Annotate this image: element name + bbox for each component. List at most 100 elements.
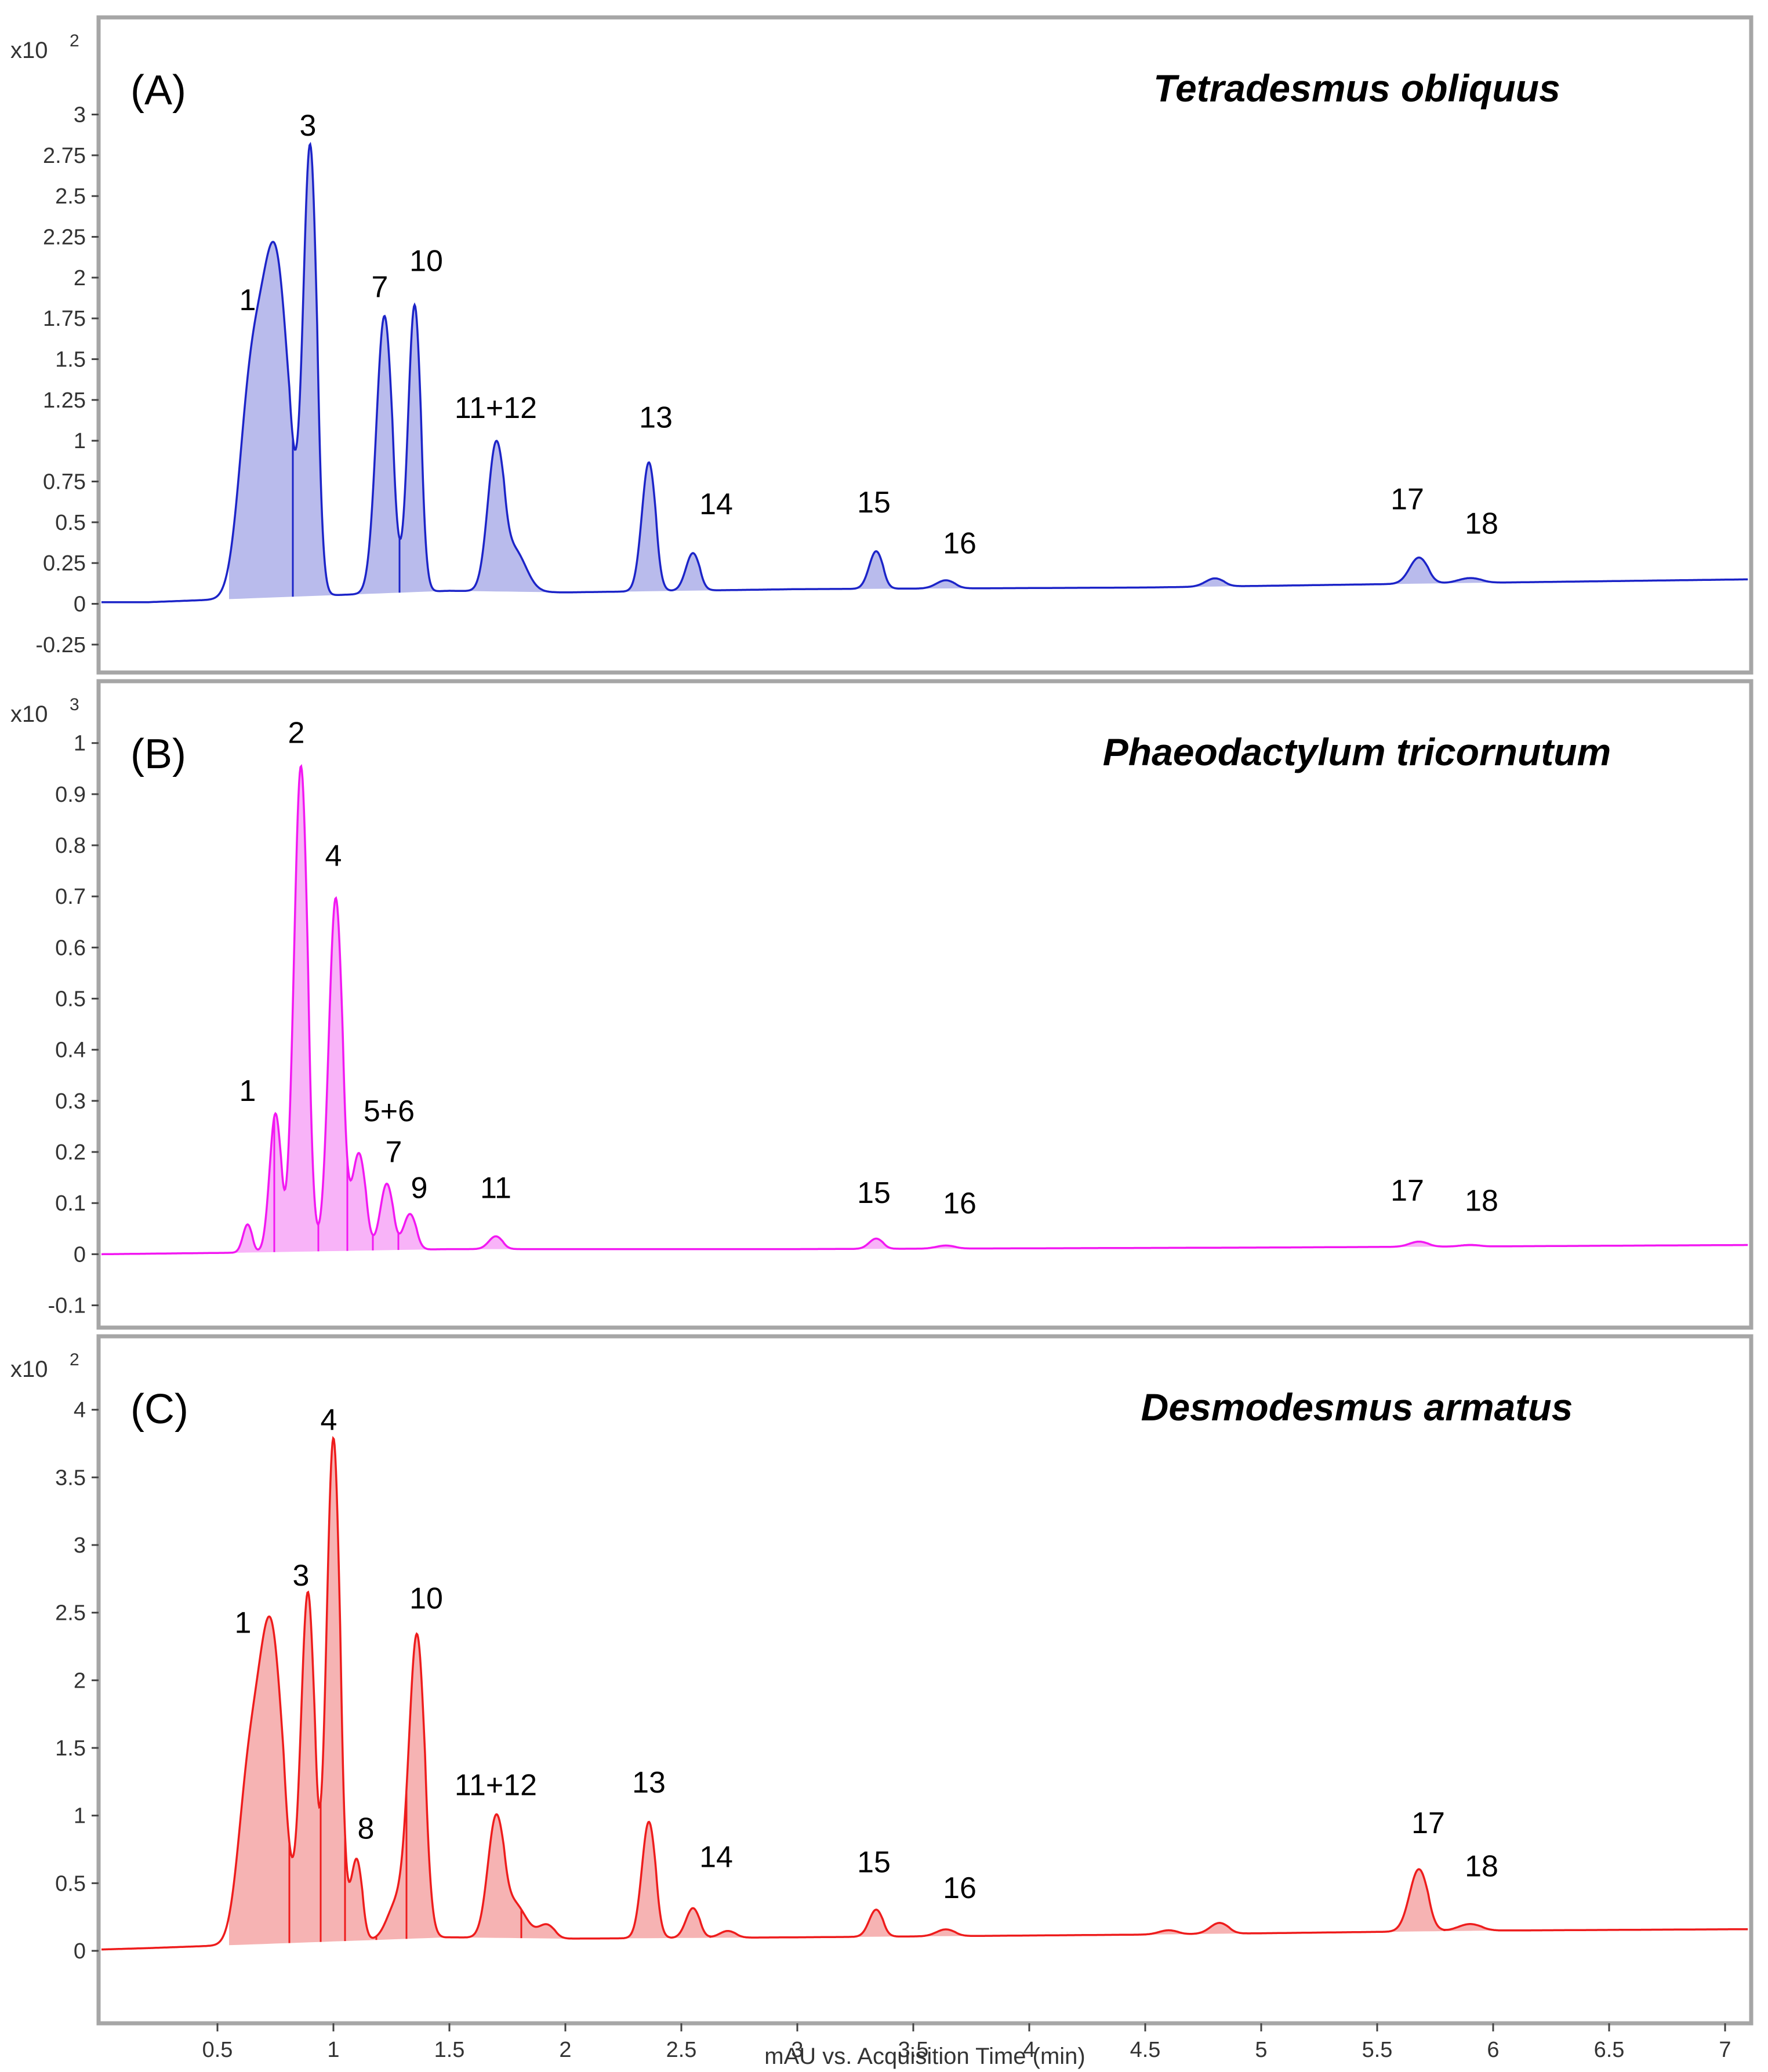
y-multiplier-exponent: 3 bbox=[70, 695, 79, 714]
peak-label: 13 bbox=[632, 1766, 666, 1800]
y-tick-label: 0.75 bbox=[43, 470, 86, 495]
y-tick-label: 3 bbox=[74, 103, 86, 128]
y-tick-label: -0.25 bbox=[35, 633, 86, 657]
y-multiplier-exponent: 2 bbox=[70, 31, 79, 50]
y-tick-label: 1 bbox=[74, 1804, 86, 1829]
y-tick-label: 0.5 bbox=[55, 1871, 86, 1896]
y-tick-label: 0 bbox=[74, 1939, 86, 1964]
x-tick-label: 2 bbox=[559, 2038, 571, 2062]
chromatogram-panel-1: -0.25 0 0.25 0.5 0.75 1 1.25 1.5 1.75 2 2.25 2.5 2.7… bbox=[10, 15, 1754, 675]
peak-label: 13 bbox=[639, 401, 673, 435]
chromatogram-panel-3: 0 0.5 1 1.5 2 2.5 3 3.5 4 x10 2 (C) Desmodesmus arma… bbox=[10, 1334, 1754, 2026]
peak-label: 17 bbox=[1411, 1806, 1445, 1840]
panel-frame bbox=[96, 679, 1754, 1330]
y-tick-label: 0.5 bbox=[55, 511, 86, 535]
chromatogram-trace bbox=[101, 1435, 1748, 1951]
panel-label: (C) bbox=[130, 1386, 188, 1433]
peak-label: 10 bbox=[409, 245, 443, 278]
x-tick-label: 6 bbox=[1487, 2038, 1499, 2062]
chromatogram-panel-2: -0.1 0 0.1 0.2 0.3 0.4 0.5 0.6 0.7 0.8 0.9 1 x10 3 (B)… bbox=[10, 679, 1754, 1330]
y-tick-label: 3 bbox=[74, 1533, 86, 1558]
x-tick-label: 5 bbox=[1255, 2038, 1267, 2062]
x-tick-label: 6.5 bbox=[1594, 2038, 1625, 2062]
peak-label: 8 bbox=[358, 1812, 375, 1845]
peak-label: 11+12 bbox=[455, 391, 537, 425]
peak-label: 14 bbox=[699, 1840, 733, 1874]
panel-label: (A) bbox=[130, 67, 186, 114]
y-multiplier-label: x10 bbox=[10, 38, 48, 63]
y-tick-label: 1.5 bbox=[55, 348, 86, 372]
y-tick-label: 0.2 bbox=[55, 1140, 86, 1165]
x-tick-label: 2.5 bbox=[666, 2038, 697, 2062]
y-tick-label: 1.75 bbox=[43, 307, 86, 331]
peak-label: 1 bbox=[239, 283, 256, 317]
peak-label: 4 bbox=[321, 1404, 337, 1437]
peak-label: 15 bbox=[857, 1846, 891, 1880]
integrated-area bbox=[229, 1439, 1493, 1946]
peak-label: 15 bbox=[857, 1176, 891, 1210]
x-tick-label: 4 bbox=[1023, 2038, 1035, 2062]
y-tick-label: 1 bbox=[74, 732, 86, 756]
x-tick-label: 4.5 bbox=[1130, 2038, 1161, 2062]
chromatogram-trace bbox=[101, 764, 1748, 1256]
peak-label: 4 bbox=[325, 839, 342, 873]
peak-label: 7 bbox=[386, 1136, 402, 1169]
panel-label: (B) bbox=[130, 731, 186, 777]
x-tick-label: 5.5 bbox=[1362, 2038, 1393, 2062]
x-axis: 0.5 1 1.5 2 2.5 3 3.5 4 4.5 5 5.5 6 6.5 7 mAU vs. Acqu… bbox=[202, 2023, 1731, 2069]
x-tick-label: 0.5 bbox=[202, 2038, 233, 2062]
y-tick-label: 2.25 bbox=[43, 226, 86, 250]
peak-label: 11 bbox=[480, 1171, 511, 1205]
y-tick-label: 1.5 bbox=[55, 1736, 86, 1761]
y-tick-label: 2 bbox=[74, 1668, 86, 1693]
y-tick-label: 0.8 bbox=[55, 834, 86, 858]
peak-label: 17 bbox=[1391, 482, 1424, 516]
y-tick-label: 0 bbox=[74, 592, 86, 617]
x-axis-title: mAU vs. Acquisition Time (min) bbox=[764, 2044, 1085, 2069]
peak-label: 1 bbox=[235, 1606, 252, 1640]
y-tick-label: 0.1 bbox=[55, 1191, 86, 1216]
y-tick-label: 0.3 bbox=[55, 1089, 86, 1114]
peak-label: 18 bbox=[1465, 507, 1498, 541]
y-tick-label: 0.7 bbox=[55, 885, 86, 909]
x-tick-label: 3.5 bbox=[898, 2038, 929, 2062]
peak-label: 16 bbox=[943, 526, 976, 560]
peak-label: 14 bbox=[699, 488, 733, 521]
y-tick-label: 0.25 bbox=[43, 551, 86, 576]
y-tick-label: 0.5 bbox=[55, 987, 86, 1012]
chromatogram-trace bbox=[101, 141, 1748, 604]
y-multiplier-label: x10 bbox=[10, 701, 48, 727]
peak-label: 9 bbox=[411, 1171, 428, 1205]
species-title: Tetradesmus obliquus bbox=[1153, 67, 1560, 110]
y-tick-label: 2.75 bbox=[43, 144, 86, 168]
y-tick-label: 0 bbox=[74, 1242, 86, 1267]
species-title: Desmodesmus armatus bbox=[1141, 1386, 1573, 1428]
y-multiplier-label: x10 bbox=[10, 1357, 48, 1382]
peak-label: 17 bbox=[1391, 1174, 1424, 1208]
peak-label: 3 bbox=[293, 1559, 310, 1593]
y-tick-label: 2 bbox=[74, 266, 86, 290]
peak-label: 3 bbox=[300, 109, 317, 143]
y-tick-label: 0.4 bbox=[55, 1038, 86, 1063]
y-tick-label: 0.6 bbox=[55, 936, 86, 960]
y-multiplier-exponent: 2 bbox=[70, 1350, 79, 1369]
peak-label: 18 bbox=[1465, 1850, 1498, 1884]
peak-label: 16 bbox=[943, 1187, 976, 1220]
y-tick-label: 4 bbox=[74, 1398, 86, 1423]
integrated-area bbox=[229, 767, 1493, 1253]
y-tick-label: 2.5 bbox=[55, 184, 86, 209]
peak-label: 2 bbox=[288, 717, 305, 750]
y-tick-label: 0.9 bbox=[55, 783, 86, 807]
peak-label: 1 bbox=[239, 1074, 256, 1108]
peak-label: 11+12 bbox=[455, 1769, 537, 1802]
y-tick-label: 3.5 bbox=[55, 1466, 86, 1490]
y-tick-label: 1 bbox=[74, 429, 86, 453]
y-tick-label: 1.25 bbox=[43, 388, 86, 413]
x-tick-label: 7 bbox=[1719, 2038, 1731, 2062]
peak-label: 16 bbox=[943, 1871, 976, 1905]
peak-label: 7 bbox=[372, 271, 389, 304]
x-tick-label: 1.5 bbox=[434, 2038, 465, 2062]
species-title: Phaeodactylum tricornutum bbox=[1103, 730, 1611, 773]
x-tick-label: 1 bbox=[327, 2038, 339, 2062]
